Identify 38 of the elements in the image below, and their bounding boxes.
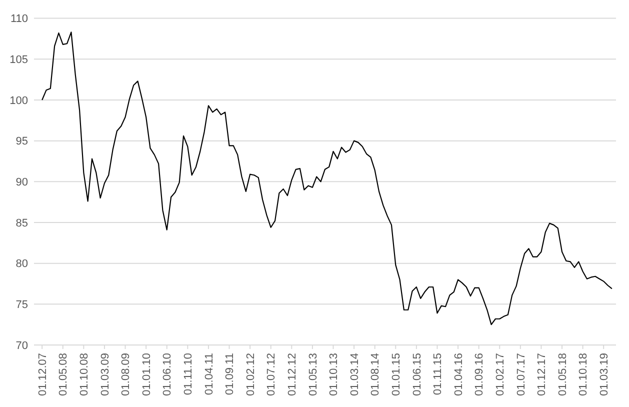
- x-tick-label: 01.03.09: [99, 353, 112, 396]
- y-tick-label: 90: [16, 176, 28, 188]
- x-tick-label: 01.03.14: [348, 353, 361, 396]
- x-tick-label: 01.04.11: [203, 353, 216, 396]
- y-tick-label: 85: [16, 217, 28, 230]
- x-tick-label: 01.05.13: [307, 353, 320, 396]
- line-series: [42, 32, 612, 326]
- x-tick-label: 01.05.18: [556, 353, 569, 396]
- x-tick-label: 01.10.18: [578, 353, 590, 396]
- x-tick-label: 01.03.19: [598, 353, 610, 396]
- y-tick-label: 70: [16, 340, 28, 352]
- y-tick-label: 95: [16, 136, 28, 148]
- x-tick-label: 01.09.16: [474, 353, 486, 396]
- x-tick-label: 01.08.14: [370, 353, 382, 396]
- x-tick-label: 01.01.15: [390, 353, 402, 396]
- x-tick-label: 01.07.12: [266, 353, 278, 396]
- x-tick-label: 01.05.08: [58, 353, 70, 396]
- x-tick-label: 01.02.17: [494, 353, 506, 396]
- y-tick-label: 80: [16, 258, 28, 270]
- x-tick-label: 01.01.10: [140, 353, 153, 396]
- x-tick-label: 01.02.12: [244, 353, 257, 396]
- x-tick-label: 01.12.17: [536, 353, 548, 396]
- y-tick-label: 110: [10, 13, 28, 26]
- x-tick-label: 01.10.08: [78, 353, 91, 396]
- y-tick-label: 105: [10, 54, 28, 66]
- x-tick-label: 01.08.09: [120, 353, 132, 396]
- x-tick-label: 01.06.15: [411, 353, 424, 396]
- x-tick-label: 01.12.12: [286, 353, 298, 396]
- y-tick-label: 100: [10, 94, 28, 107]
- x-tick-label: 01.11.15: [432, 353, 444, 396]
- x-tick-label: 01.12.07: [36, 353, 49, 396]
- x-tick-label: 01.07.17: [515, 353, 528, 396]
- y-tick-label: 75: [16, 299, 28, 312]
- x-tick-label: 01.06.10: [162, 353, 174, 396]
- x-tick-label: 01.09.11: [224, 353, 236, 396]
- x-tick-label: 01.11.10: [182, 353, 195, 396]
- x-tick-label: 01.10.13: [328, 353, 340, 396]
- x-tick-label: 01.04.16: [452, 353, 465, 396]
